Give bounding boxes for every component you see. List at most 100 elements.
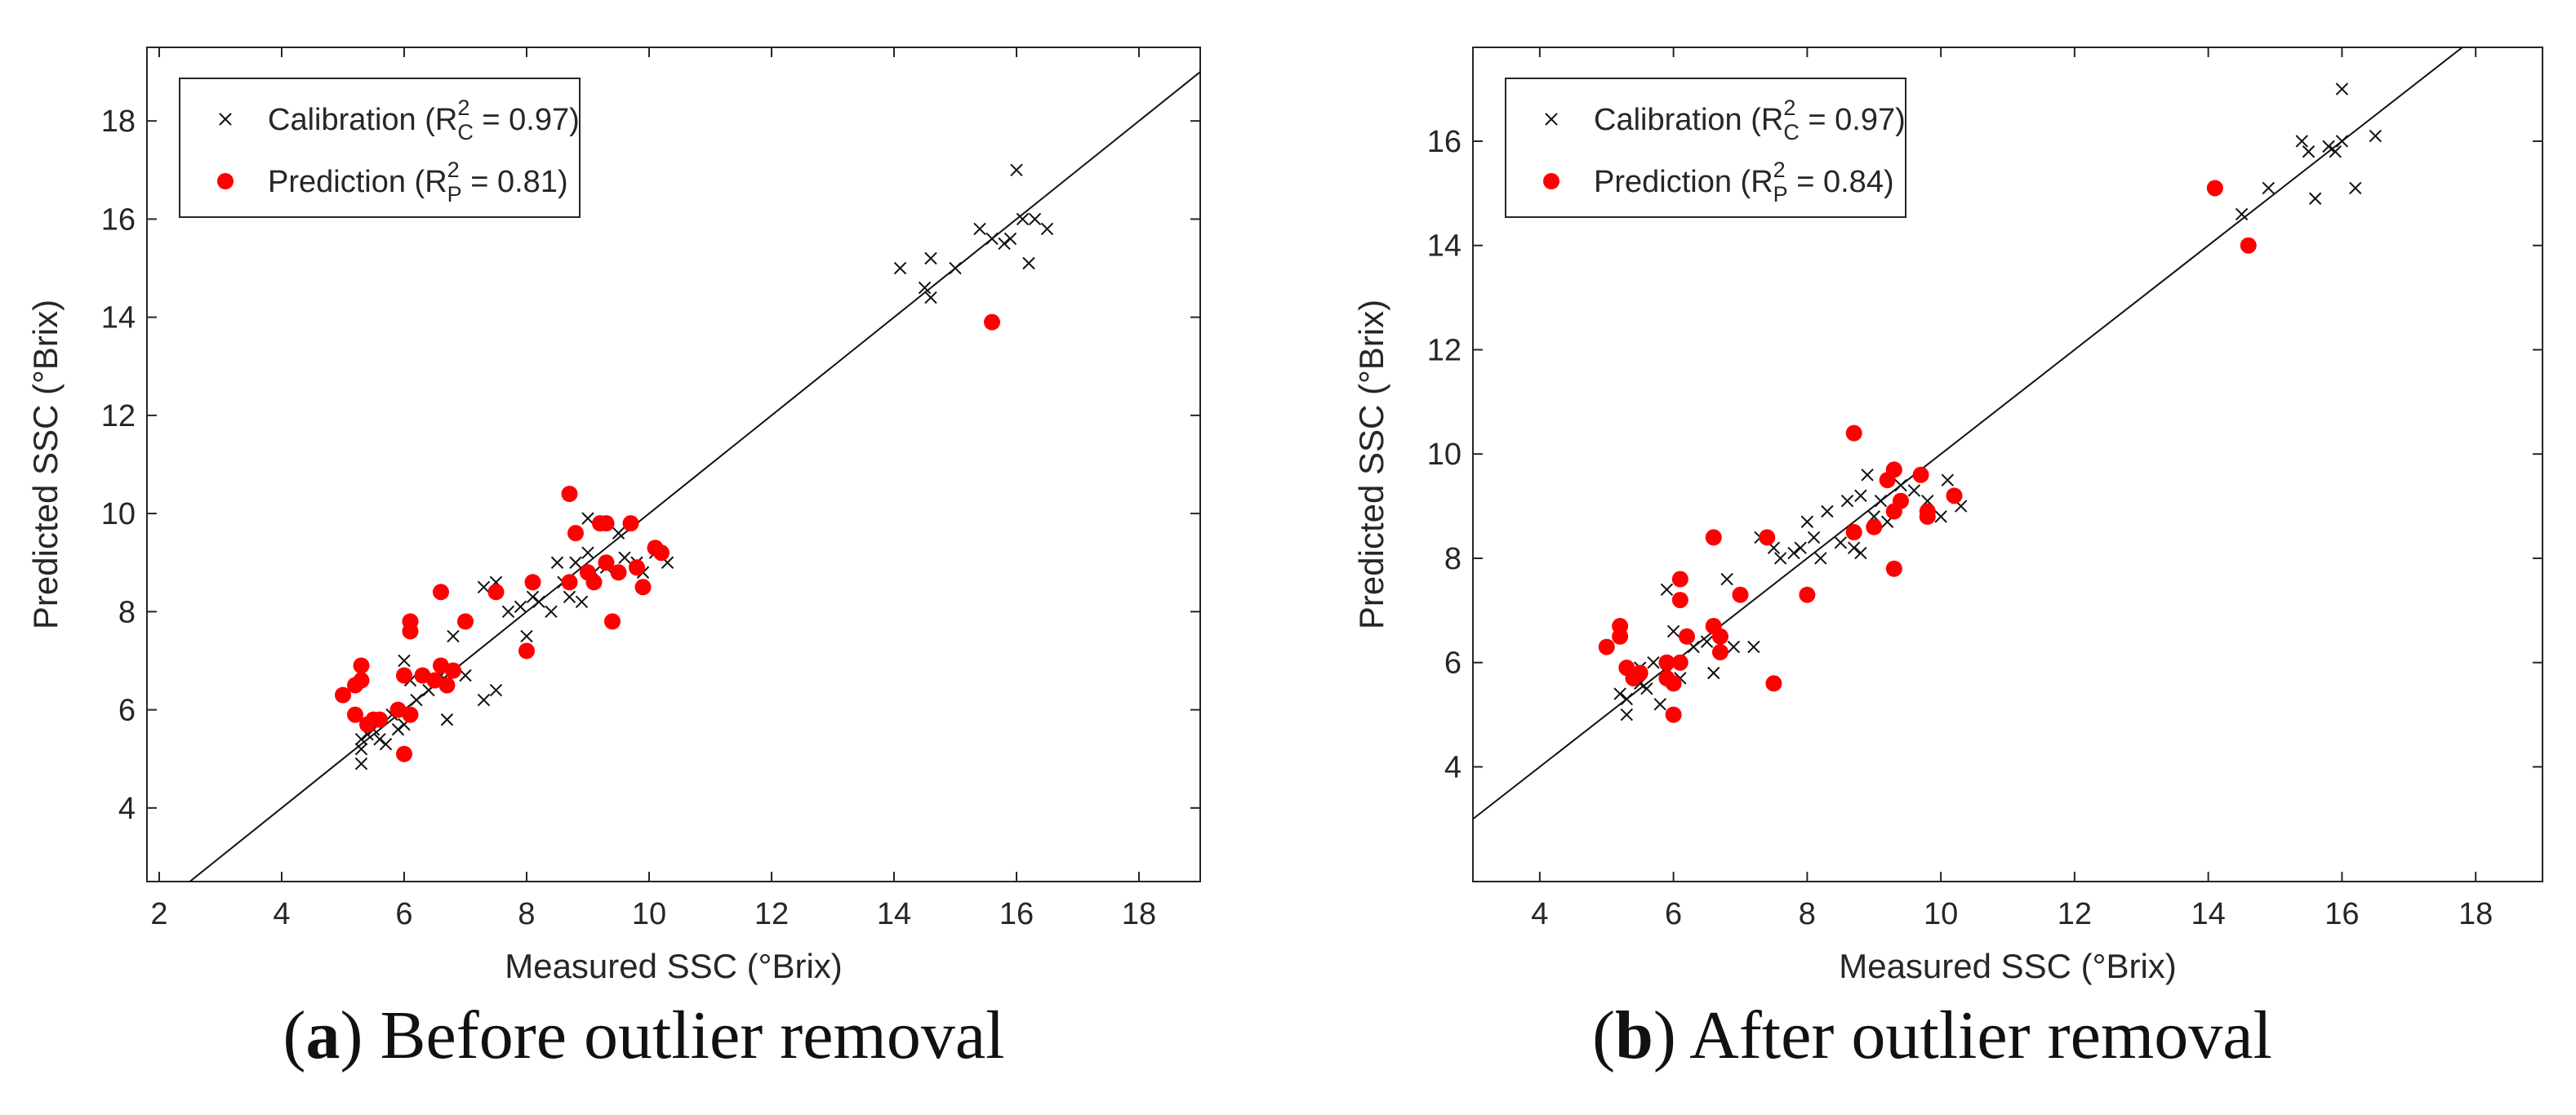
legend-subscript: P	[1773, 182, 1788, 207]
calibration-point	[391, 722, 405, 736]
prediction-point	[396, 667, 412, 684]
calibration-point	[447, 629, 460, 643]
caption-a: (a) Before outlier removal	[283, 997, 1005, 1073]
calibration-point	[477, 580, 491, 594]
y-tick-label: 10	[101, 497, 136, 531]
x-tick-label: 16	[999, 897, 1034, 931]
prediction-point	[1711, 643, 1728, 660]
prediction-point	[561, 486, 578, 503]
prediction-point	[438, 677, 456, 694]
calibration-point	[545, 605, 558, 619]
prediction-point	[487, 584, 505, 601]
prediction-point	[1612, 618, 1629, 635]
calibration-point	[1747, 640, 1760, 654]
prediction-point	[445, 662, 461, 679]
legend-subscript: C	[1783, 120, 1800, 144]
y-tick-label: 6	[118, 694, 136, 728]
calibration-point	[581, 512, 594, 525]
prediction-point	[1893, 492, 1909, 509]
x-tick-label: 18	[1122, 897, 1156, 931]
y-axis-label: Predicted SSC (°Brix)	[26, 300, 65, 629]
calibration-point	[2295, 135, 2308, 148]
prediction-point	[1946, 487, 1963, 504]
calibration-point	[2349, 181, 2362, 195]
calibration-point	[1847, 541, 1861, 554]
calibration-point	[526, 590, 540, 604]
calibration-point	[581, 546, 594, 559]
legend-suffix: = 0.84)	[1788, 165, 1894, 199]
calibration-point	[1040, 222, 1054, 236]
plot-area	[1473, 47, 2464, 820]
calibration-point	[1727, 640, 1741, 654]
prediction-point	[1912, 466, 1929, 483]
calibration-point	[1613, 687, 1626, 700]
caption-text-b: After outlier removal	[1689, 997, 2272, 1073]
prediction-point	[1845, 424, 1862, 442]
calibration-point	[1016, 212, 1030, 226]
calibration-point	[1640, 682, 1653, 695]
prediction-point	[598, 554, 615, 571]
x-tick-label: 6	[395, 897, 412, 931]
legend-prediction-marker	[217, 173, 234, 189]
x-tick-label: 12	[754, 897, 789, 931]
calibration-point	[1854, 546, 1867, 560]
calibration-point	[618, 551, 631, 564]
x-tick-label: 8	[518, 897, 535, 931]
prediction-point	[604, 613, 621, 630]
calibration-point	[973, 222, 986, 236]
calibration-point	[1840, 495, 1854, 508]
y-tick-label: 14	[101, 301, 136, 335]
x-tick-label: 18	[2458, 897, 2493, 931]
prediction-point	[414, 667, 431, 684]
calibration-point	[1666, 624, 1680, 638]
calibration-point	[379, 737, 393, 751]
calibration-point	[1773, 552, 1787, 565]
prediction-point	[353, 672, 370, 689]
calibration-point	[2235, 207, 2249, 221]
calibration-point	[2335, 135, 2349, 148]
calibration-point	[354, 742, 368, 756]
x-tick-label: 8	[1799, 897, 1816, 931]
y-tick-label: 4	[118, 792, 136, 826]
calibration-point	[924, 251, 937, 265]
prediction-point	[396, 745, 412, 762]
prediction-point	[2206, 180, 2223, 197]
legend-box	[179, 78, 581, 218]
plot-frame	[146, 47, 1201, 882]
chart-panel-b: 4 6 8 10 12 14 16 18 4 6 8 10 12 14 16 Measured SSC (°B…	[1288, 0, 2576, 1115]
calibration-point	[569, 556, 582, 569]
prediction-point	[1679, 628, 1695, 645]
y-tick-label: 4	[1444, 750, 1462, 784]
prediction-point	[353, 657, 370, 674]
prediction-point	[1671, 654, 1688, 671]
calibration-point	[398, 654, 411, 668]
calibration-point	[1941, 473, 1955, 486]
calibration-point	[1834, 536, 1848, 549]
prediction-point	[1732, 586, 1749, 603]
prediction-point	[335, 686, 351, 704]
prediction-point	[1671, 592, 1688, 609]
legend-superscript: 2	[447, 158, 460, 182]
calibration-point	[440, 713, 454, 726]
x-tick-label: 2	[150, 897, 167, 931]
calibration-point	[501, 605, 515, 619]
calibration-point	[477, 693, 491, 707]
prediction-point	[433, 657, 449, 674]
legend-prediction-marker	[1543, 173, 1559, 189]
calibration-point	[354, 757, 368, 771]
legend-prefix: Calibration (R	[1594, 103, 1783, 137]
prediction-point	[1671, 571, 1688, 588]
legend-suffix: = 0.81)	[462, 165, 568, 199]
prediction-point	[561, 574, 578, 591]
y-tick-label: 18	[101, 104, 136, 139]
calibration-point	[1620, 692, 1634, 706]
y-tick-label: 12	[1427, 333, 1462, 367]
prediction-point	[1845, 524, 1862, 541]
prediction-point	[426, 672, 443, 689]
y-tick-label: 16	[1427, 125, 1462, 159]
prediction-point	[1759, 529, 1776, 546]
calibration-point	[2302, 145, 2316, 158]
prediction-point	[524, 574, 541, 591]
x-tick-label: 14	[2191, 897, 2225, 931]
legend-prediction-label: Prediction (R2 P = 0.81)	[268, 158, 568, 207]
